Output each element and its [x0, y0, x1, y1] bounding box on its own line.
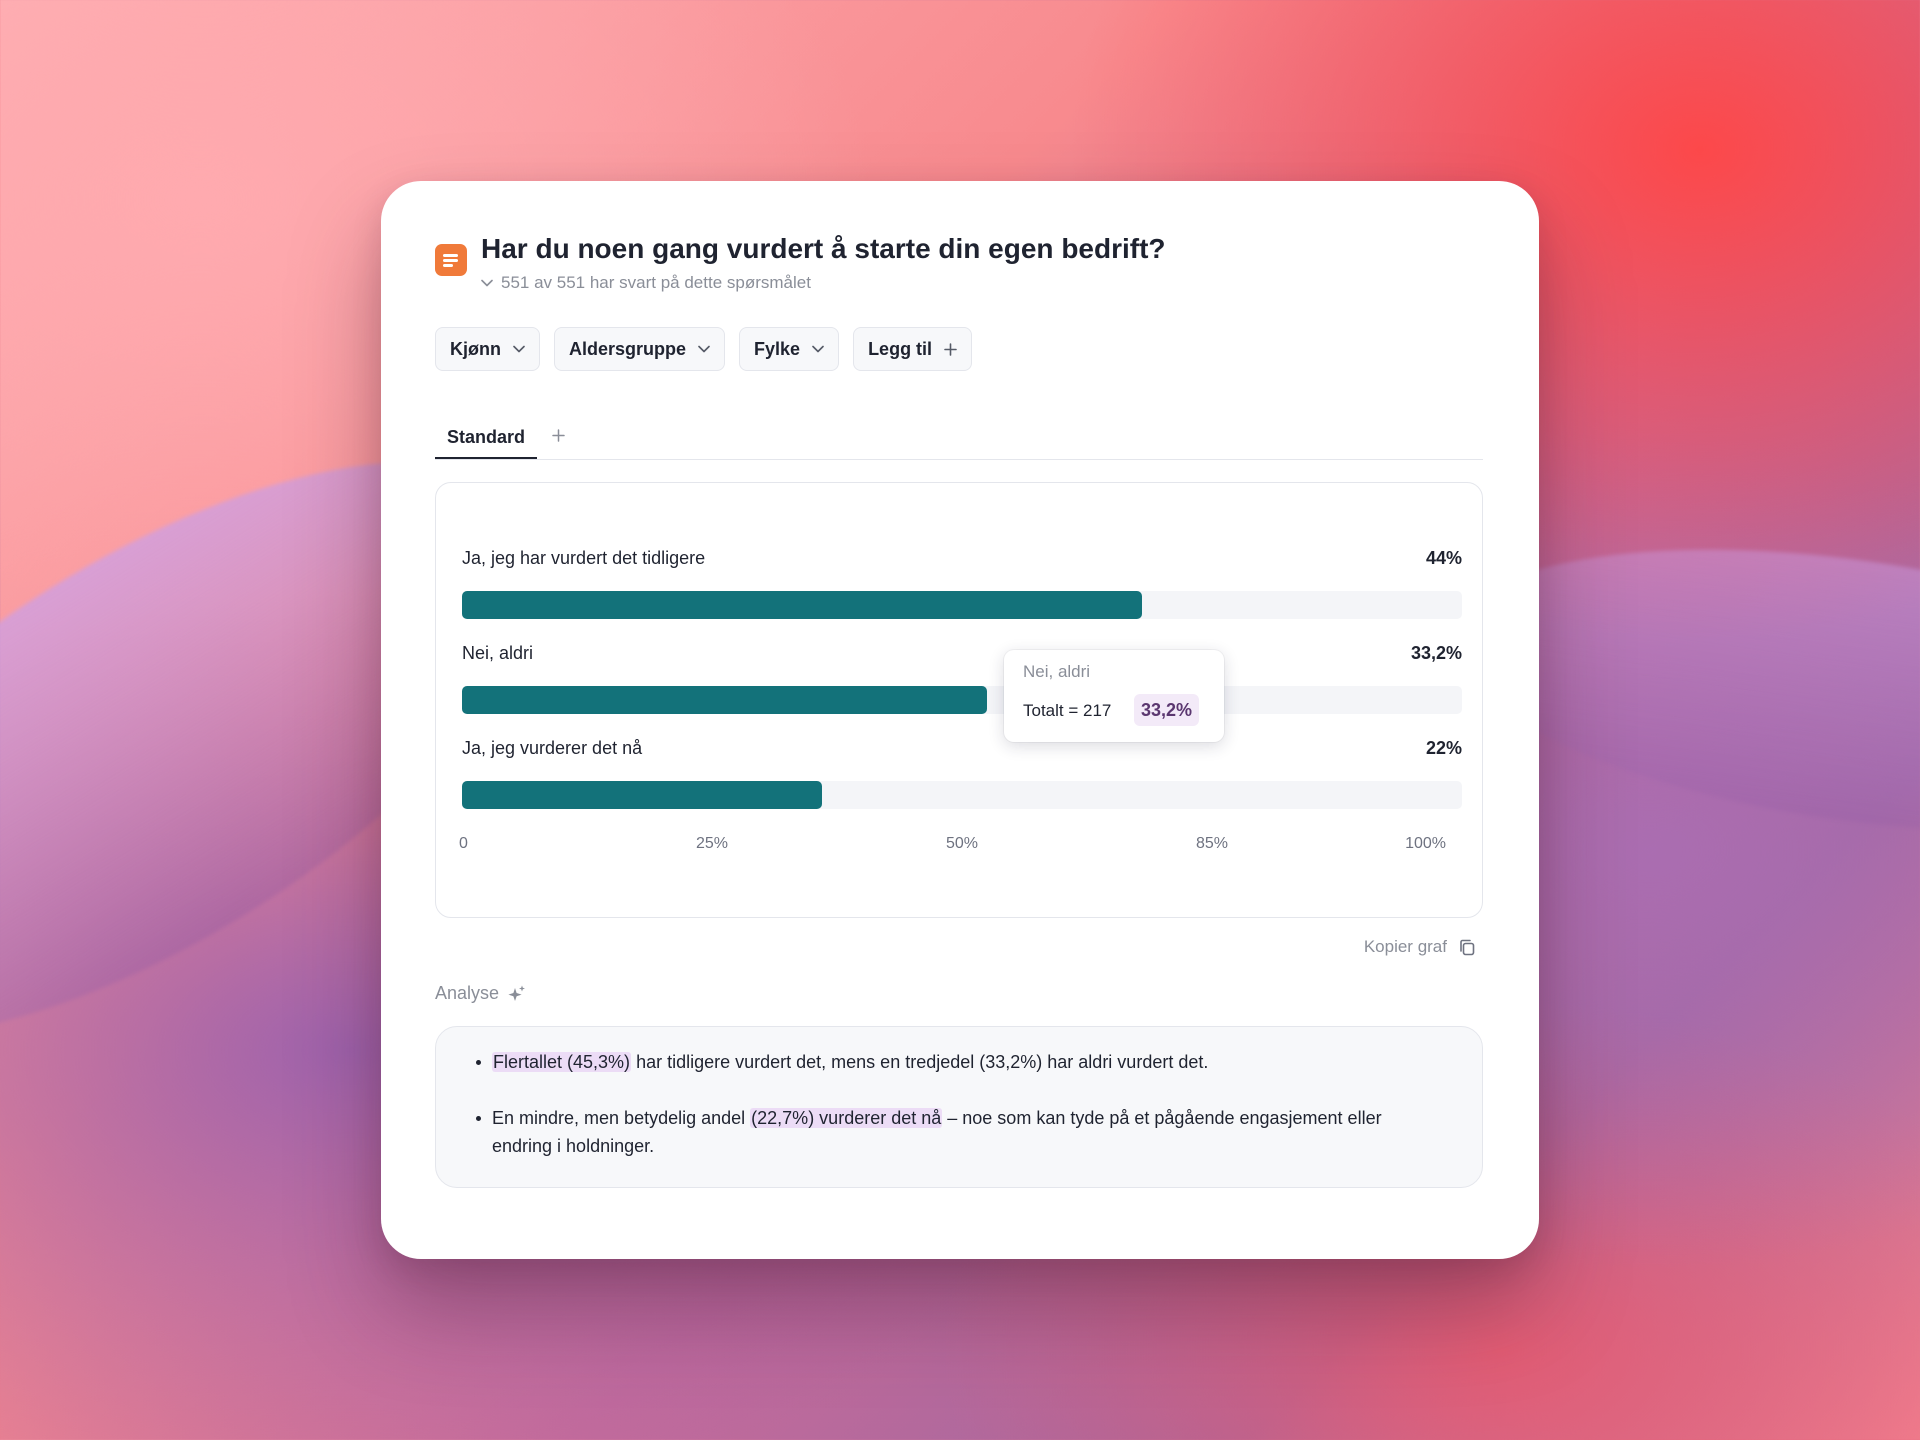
tooltip-percent-badge: 33,2%: [1134, 694, 1200, 726]
bar-fill[interactable]: [462, 781, 822, 809]
highlight-text: (22,7%) vurderer det nå: [750, 1108, 943, 1128]
chevron-down-icon: [513, 345, 525, 353]
tooltip-title: Nei, aldri: [1023, 662, 1091, 681]
plus-icon: [944, 342, 957, 356]
bar-chart: Ja, jeg har vurdert det tidligere 44% Ne…: [435, 482, 1483, 918]
analysis-bullet: Flertallet (45,3%) har tidligere vurdert…: [476, 1048, 1422, 1076]
value-label: 22%: [1425, 738, 1462, 758]
analysis-box: Flertallet (45,3%) har tidligere vurdert…: [435, 1026, 1483, 1188]
filter-bar: Kjønn Aldersgruppe Fylke Legg til: [435, 327, 973, 371]
bullet-text: En mindre, men betydelig andel: [492, 1108, 751, 1128]
category-label: Nei, aldri: [462, 643, 534, 663]
response-count-text: 551 av 551 har svart på dette spørsmålet: [501, 273, 811, 292]
bar-track: [462, 781, 1462, 809]
analysis-title: Analyse: [435, 983, 500, 1003]
sparkle-icon: [508, 985, 526, 1001]
copy-icon: [1460, 939, 1475, 955]
filter-label: Legg til: [868, 338, 933, 359]
view-tabs: Standard: [435, 417, 1483, 460]
add-tab-button[interactable]: [552, 425, 565, 448]
bar-row: Ja, jeg vurderer det nå 22%: [462, 738, 1462, 818]
text-question-icon: [435, 244, 467, 276]
value-label: 33,2%: [1410, 643, 1462, 663]
bar-fill[interactable]: [462, 686, 987, 714]
bar-tooltip: Nei, aldri Totalt = 217 33,2%: [1004, 650, 1224, 742]
filter-label: Fylke: [754, 338, 801, 359]
bar-row: Nei, aldri 33,2%: [462, 643, 1462, 723]
x-tick-label: 100%: [1405, 835, 1446, 852]
bullet-text: har tidligere vurdert det, mens en tredj…: [631, 1052, 1209, 1072]
chevron-down-icon: [698, 345, 710, 353]
filter-kjonn[interactable]: Kjønn: [435, 327, 540, 371]
tooltip-total: Totalt = 217: [1023, 701, 1112, 720]
filter-label: Aldersgruppe: [569, 338, 687, 359]
value-label: 44%: [1425, 548, 1462, 568]
plus-icon: [552, 429, 565, 442]
filter-label: Kjønn: [450, 338, 501, 359]
analysis-bullet: En mindre, men betydelig andel (22,7%) v…: [476, 1104, 1422, 1160]
bar-track: [462, 686, 1462, 714]
bar-track: [462, 591, 1462, 619]
chevron-down-icon: [812, 345, 824, 353]
x-tick-label: 0: [459, 835, 468, 852]
analysis-header: Analyse: [435, 983, 527, 1004]
chevron-down-icon: [481, 279, 493, 287]
copy-chart-label: Kopier graf: [1363, 937, 1447, 956]
category-label: Ja, jeg har vurdert det tidligere: [462, 548, 706, 568]
question-card: Har du noen gang vurdert å starte din eg…: [381, 181, 1539, 1259]
add-filter-button[interactable]: Legg til: [853, 327, 973, 371]
filter-fylke[interactable]: Fylke: [739, 327, 840, 371]
x-tick-label: 50%: [945, 835, 979, 852]
x-tick-label: 85%: [1195, 835, 1229, 852]
bar-fill[interactable]: [462, 591, 1142, 619]
bullet-text: – noe som kan tyde på et pågående engasj…: [492, 1108, 1382, 1156]
question-title: Har du noen gang vurdert å starte din eg…: [481, 233, 1166, 264]
filter-aldersgruppe[interactable]: Aldersgruppe: [554, 327, 726, 371]
x-tick-label: 25%: [695, 835, 729, 852]
bar-row: Ja, jeg har vurdert det tidligere 44%: [462, 548, 1462, 628]
category-label: Ja, jeg vurderer det nå: [462, 738, 643, 758]
tab-standard[interactable]: Standard: [435, 417, 538, 459]
response-count[interactable]: 551 av 551 har svart på dette spørsmålet: [481, 273, 811, 293]
copy-chart-button[interactable]: Kopier graf: [1364, 937, 1475, 957]
highlight-text: Flertallet (45,3%): [492, 1052, 632, 1072]
